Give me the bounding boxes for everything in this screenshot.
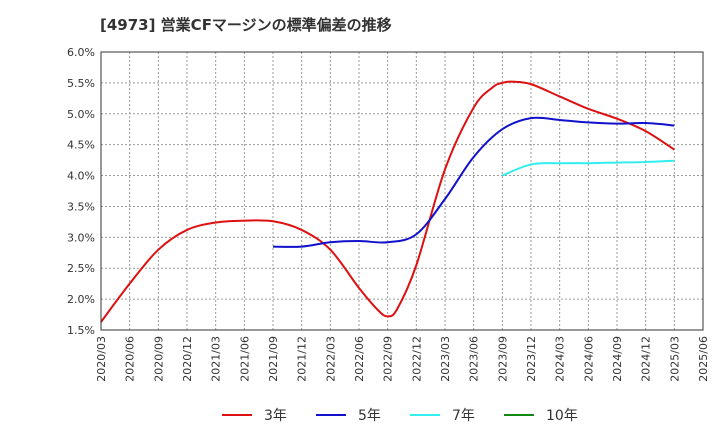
x-tick-label: 2020/06 [124,336,137,382]
x-tick-label: 2024/06 [582,336,595,382]
x-tick-label: 2021/06 [238,336,251,382]
y-tick-label: 3.5% [67,200,95,213]
plot-frame [100,51,704,331]
x-tick-label: 2022/12 [410,336,423,382]
x-tick-label: 2024/03 [554,336,567,382]
x-tick-label: 2023/12 [525,336,538,382]
series-line-3 [501,159,675,177]
legend: 3年 5年 7年 10年 [222,408,578,424]
x-tick-label: 2021/12 [296,336,309,382]
series-line-2 [272,116,675,248]
x-tick-label: 2020/03 [95,336,108,382]
x-tick-label: 2024/12 [640,336,653,382]
x-tick-label: 2024/09 [611,336,624,382]
y-axis: 1.5% 2.0% 2.5% 3.0% 3.5% 4.0% 4.5% 5.0% 5.5% 6.0% [67,46,95,337]
x-tick-label: 2022/06 [353,336,366,382]
series-line-1 [100,80,675,323]
y-tick-label: 5.5% [67,77,95,90]
x-tick-label: 2023/03 [439,336,452,382]
y-tick-label: 4.0% [67,170,95,183]
y-tick-label: 1.5% [67,324,95,337]
x-tick-label: 2025/06 [697,336,710,382]
y-tick-label: 4.5% [67,139,95,152]
y-tick-label: 2.0% [67,293,95,306]
x-tick-label: 2020/12 [181,336,194,382]
x-tick-label: 2020/09 [152,336,165,382]
y-tick-label: 2.5% [67,262,95,275]
x-tick-label: 2022/09 [382,336,395,382]
x-tick-label: 2021/03 [210,336,223,382]
y-tick-label: 5.0% [67,108,95,121]
legend-label-4: 10年 [546,408,578,424]
x-tick-label: 2023/06 [468,336,481,382]
legend-label-1: 3年 [264,408,287,424]
x-axis: 2020/03 2020/06 2020/09 2020/12 2021/03 2021/… [95,336,710,382]
legend-label-2: 5年 [358,408,381,424]
legend-label-3: 7年 [452,408,475,424]
grid [100,51,704,331]
series-lines [100,80,675,323]
x-tick-label: 2022/03 [324,336,337,382]
x-tick-label: 2023/09 [496,336,509,382]
y-tick-label: 3.0% [67,231,95,244]
y-tick-label: 6.0% [67,46,95,59]
chart-title: [4973] 営業CFマージンの標準偏差の推移 [100,16,392,34]
x-tick-label: 2021/09 [267,336,280,382]
x-tick-label: 2025/03 [668,336,681,382]
